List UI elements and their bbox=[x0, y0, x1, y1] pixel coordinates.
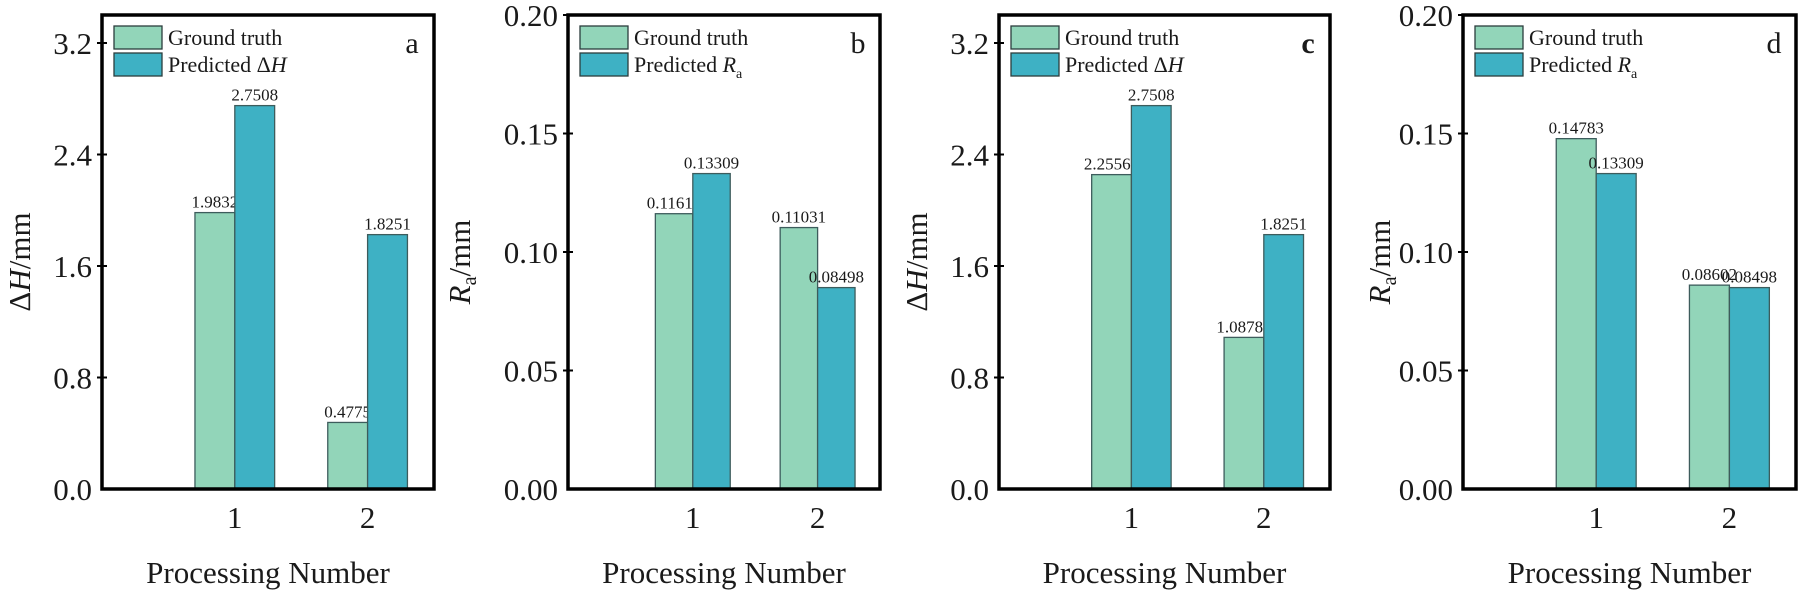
legend-swatch-ground-truth bbox=[113, 25, 163, 50]
legend-swatch-predicted bbox=[1010, 52, 1060, 77]
legend-swatch-predicted bbox=[579, 52, 629, 77]
x-tick-label: 1 bbox=[685, 500, 701, 535]
y-tick-label: 0.0 bbox=[950, 472, 989, 507]
bar-predicted-1 bbox=[1130, 104, 1172, 490]
x-axis-title: Processing Number bbox=[1043, 555, 1287, 590]
data-label: 0.13309 bbox=[1589, 154, 1644, 173]
legend-label-ground-truth: Ground truth bbox=[168, 25, 282, 50]
data-label: 1.9832 bbox=[192, 193, 239, 212]
y-tick-label: 0.0 bbox=[53, 472, 92, 507]
data-label: 2.25566 bbox=[1084, 155, 1139, 174]
y-axis-title: Ra/mm bbox=[442, 220, 481, 306]
plot-frame bbox=[997, 13, 1332, 491]
y-tick-label: 0.15 bbox=[1399, 117, 1453, 152]
x-tick-label: 2 bbox=[810, 500, 826, 535]
bar-predicted-2 bbox=[1263, 233, 1305, 490]
bar-predicted-1 bbox=[1595, 172, 1637, 490]
y-tick-label: 0.8 bbox=[950, 361, 989, 396]
legend-label-predicted: Predicted Ra bbox=[1529, 52, 1638, 82]
x-tick-label: 2 bbox=[1722, 500, 1738, 535]
y-tick-label: 1.6 bbox=[950, 249, 989, 284]
bar-ground-truth-1 bbox=[1091, 173, 1133, 490]
y-tick-label: 0.20 bbox=[504, 0, 558, 33]
bar-ground-truth-1 bbox=[1555, 137, 1597, 490]
bar-predicted-1 bbox=[692, 172, 731, 490]
y-axis-title: ΔH/mm bbox=[2, 212, 37, 311]
y-tick-label: 0.8 bbox=[53, 361, 92, 396]
y-tick-label: 0.20 bbox=[1399, 0, 1453, 33]
legend-swatch-predicted bbox=[113, 52, 163, 77]
bar-predicted-2 bbox=[816, 286, 856, 490]
data-label: 0.14783 bbox=[1549, 119, 1604, 138]
bar-ground-truth-2 bbox=[1223, 336, 1265, 490]
x-tick-label: 1 bbox=[227, 500, 243, 535]
x-tick-label: 2 bbox=[1256, 500, 1272, 535]
legend-label-ground-truth: Ground truth bbox=[1065, 25, 1179, 50]
data-label: 0.08602 bbox=[1682, 265, 1737, 284]
data-label: 0.11616 bbox=[647, 194, 702, 213]
data-label: 0.08498 bbox=[809, 268, 864, 287]
x-axis-title: Processing Number bbox=[1508, 555, 1752, 590]
panel-b: 0.11616 0.13309 1 0.11031 0.08498 2 0.00 0.05 0.… bbox=[442, 0, 882, 590]
y-axis-title: ΔH/mm bbox=[899, 212, 934, 311]
y-axis-title: Ra/mm bbox=[1362, 220, 1401, 306]
y-tick-label: 0.00 bbox=[1399, 472, 1453, 507]
y-tick-label: 0.00 bbox=[504, 472, 558, 507]
panel-a: 1.9832 2.7508 1 0.4775 1.8251 2 0.0 0.8 1.6 2.4 3.… bbox=[2, 13, 436, 590]
data-label: 1.8251 bbox=[1260, 215, 1307, 234]
legend-label-ground-truth: Ground truth bbox=[1529, 25, 1643, 50]
data-label: 1.08781 bbox=[1216, 317, 1271, 336]
data-label: 1.8251 bbox=[364, 215, 411, 234]
x-axis-title: Processing Number bbox=[146, 555, 390, 590]
y-tick-label: 0.10 bbox=[504, 235, 558, 270]
data-label: 2.7508 bbox=[231, 86, 278, 105]
legend-swatch-predicted bbox=[1474, 52, 1524, 77]
x-tick-label: 2 bbox=[360, 500, 376, 535]
bar-ground-truth-2 bbox=[1688, 284, 1731, 490]
legend-swatch-ground-truth bbox=[1010, 25, 1060, 50]
bar-ground-truth-1 bbox=[194, 211, 236, 490]
panel-letter: a bbox=[405, 27, 418, 60]
panel-c: 2.25566 2.7508 1 1.08781 1.8251 2 0.0 0.8 1.6 2.4… bbox=[899, 13, 1332, 590]
plot-frame bbox=[100, 13, 436, 491]
x-tick-label: 1 bbox=[1588, 500, 1604, 535]
legend-label-predicted: Predicted ΔH bbox=[168, 52, 288, 77]
y-tick-label: 0.05 bbox=[1399, 354, 1453, 389]
bar-predicted-1 bbox=[234, 104, 276, 490]
legend-label-ground-truth: Ground truth bbox=[634, 25, 748, 50]
x-tick-label: 1 bbox=[1124, 500, 1140, 535]
data-label: 2.7508 bbox=[1128, 86, 1175, 105]
x-axis-title: Processing Number bbox=[602, 555, 846, 590]
legend-swatch-ground-truth bbox=[579, 25, 629, 50]
y-tick-label: 3.2 bbox=[950, 26, 989, 61]
legend-swatch-ground-truth bbox=[1474, 25, 1524, 50]
data-label: 0.4775 bbox=[324, 402, 371, 421]
data-label: 0.08498 bbox=[1722, 268, 1777, 287]
y-tick-label: 0.10 bbox=[1399, 235, 1453, 270]
bar-ground-truth-1 bbox=[654, 213, 694, 490]
bar-predicted-2 bbox=[366, 233, 409, 490]
y-tick-label: 2.4 bbox=[53, 138, 92, 173]
y-tick-label: 0.15 bbox=[504, 117, 558, 152]
panel-letter: c bbox=[1301, 27, 1314, 60]
panel-letter: d bbox=[1767, 27, 1782, 60]
legend-label-predicted: Predicted ΔH bbox=[1065, 52, 1185, 77]
y-tick-label: 1.6 bbox=[53, 249, 92, 284]
panel-letter: b bbox=[851, 27, 866, 60]
bar-ground-truth-2 bbox=[327, 421, 369, 490]
legend-label-predicted: Predicted Ra bbox=[634, 52, 743, 82]
y-tick-label: 2.4 bbox=[950, 138, 989, 173]
data-label: 0.13309 bbox=[684, 154, 739, 173]
bar-predicted-2 bbox=[1728, 286, 1771, 490]
data-label: 0.11031 bbox=[772, 208, 827, 227]
y-tick-label: 3.2 bbox=[53, 26, 92, 61]
y-tick-label: 0.05 bbox=[504, 354, 558, 389]
